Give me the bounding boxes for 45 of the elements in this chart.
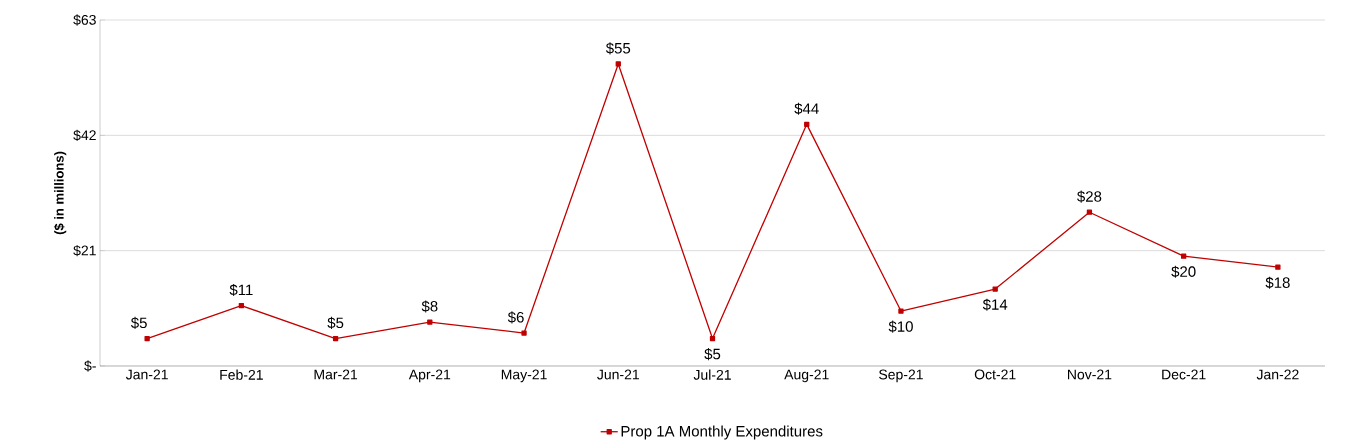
point <box>615 61 621 67</box>
legend-label: Prop 1A Monthly Expenditures <box>621 425 823 440</box>
data-label: $28 <box>1077 190 1102 203</box>
x-tick-label: Jan-22 <box>1256 369 1299 380</box>
y-tick-label: $21 <box>73 244 96 257</box>
data-label: $5 <box>704 348 721 361</box>
x-tick-label: Feb-21 <box>220 369 263 380</box>
data-label: $14 <box>982 298 1008 311</box>
data-label: $55 <box>605 42 631 55</box>
data-label: $5 <box>327 316 344 329</box>
point <box>898 308 904 314</box>
y-tick-label: $63 <box>73 14 96 26</box>
x-tick-label: Sep-21 <box>879 369 923 383</box>
data-label: $44 <box>794 102 819 115</box>
data-label: $8 <box>421 300 438 313</box>
x-tick-label: Mar-21 <box>314 369 358 380</box>
x-tick-label: May-21 <box>501 369 547 383</box>
data-label: $10 <box>888 320 913 333</box>
data-label: $20 <box>1171 265 1196 278</box>
x-tick-label: Jul-21 <box>693 369 731 380</box>
x-tick-label: Jan-21 <box>125 369 168 380</box>
x-tick-label: Aug-21 <box>784 369 829 383</box>
x-tick-label: Jun-21 <box>597 369 639 380</box>
y-tick-label: $42 <box>73 129 96 141</box>
data-label: $11 <box>229 283 253 297</box>
point <box>992 286 998 292</box>
y-axis-title: ($ in millions) <box>53 151 67 235</box>
point <box>144 335 150 342</box>
point <box>521 330 527 336</box>
x-tick-label: Dec-21 <box>1162 369 1206 380</box>
point <box>238 302 245 309</box>
x-tick-label: Oct-21 <box>974 369 1016 380</box>
point <box>804 121 810 127</box>
point <box>1086 209 1093 215</box>
data-label: $5 <box>130 316 147 329</box>
y-tick-label: $- <box>84 360 96 372</box>
point <box>1181 253 1187 259</box>
point <box>427 319 433 325</box>
x-tick-label: Nov-21 <box>1068 369 1112 380</box>
point <box>332 335 339 342</box>
x-tick-label: Apr-21 <box>408 369 451 383</box>
data-label: $18 <box>1265 276 1290 289</box>
point <box>1275 264 1281 270</box>
point <box>709 335 716 342</box>
data-label: $6 <box>507 311 524 324</box>
